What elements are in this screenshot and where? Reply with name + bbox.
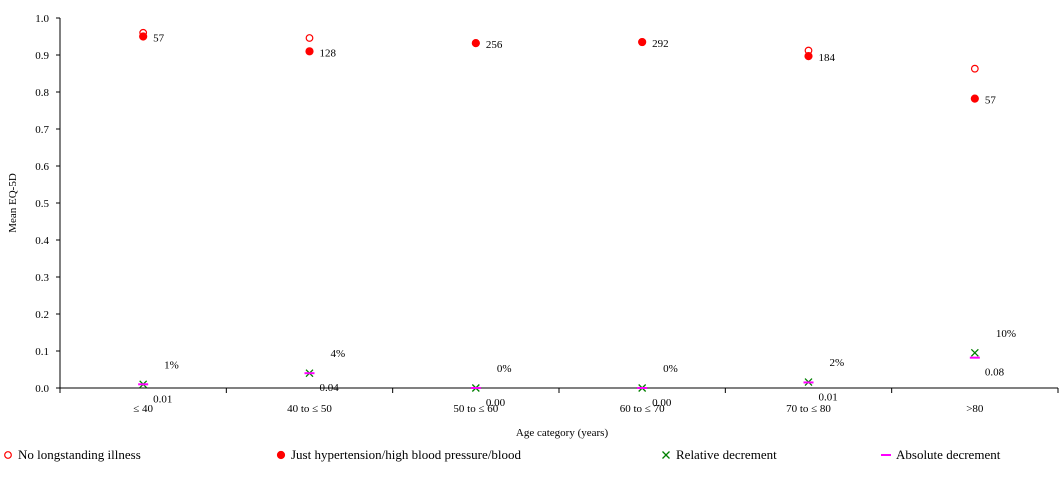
y-tick-label: 0.2 <box>35 309 49 321</box>
x-tick-label: 60 to ≤ 70 <box>620 403 665 415</box>
x-tick-label: >80 <box>966 403 984 415</box>
legend-label: Relative decrement <box>676 447 777 462</box>
data-label: 0% <box>497 363 512 375</box>
legend-item: Relative decrement <box>662 447 777 462</box>
legend-label: No longstanding illness <box>18 447 141 462</box>
data-label: 184 <box>819 52 836 64</box>
legend-item: Absolute decrement <box>881 447 1001 462</box>
data-label: 4% <box>331 348 346 360</box>
series-2 <box>139 348 979 392</box>
data-point <box>804 52 813 61</box>
y-tick-label: 1.0 <box>35 13 49 25</box>
legend-label: Just hypertension/high blood pressure/bl… <box>291 447 522 462</box>
data-label: 128 <box>320 47 337 59</box>
y-tick-label: 0.5 <box>35 198 49 210</box>
plot-area: 57 128 256 292 184 57 1% 4% 0% 0% 2% 10% 0.01 0.04 0.0… <box>138 28 1016 409</box>
y-axis: 0.0 0.1 0.2 0.3 0.4 0.5 0.6 0.7 0.8 0.9 1.0 <box>35 13 61 395</box>
data-label: 57 <box>153 33 165 45</box>
y-tick-label: 0.6 <box>35 161 49 173</box>
data-point <box>970 64 979 73</box>
data-point <box>970 94 979 103</box>
data-label: 0.00 <box>486 397 506 409</box>
data-label: 0.04 <box>320 382 340 394</box>
x-axis: ≤ 40 40 to ≤ 50 50 to ≤ 60 60 to ≤ 70 70 to … <box>59 387 1059 415</box>
data-label: 0% <box>663 363 678 375</box>
x-tick-label: 70 to ≤ 80 <box>786 403 831 415</box>
legend-marker <box>276 450 286 460</box>
y-tick-label: 0.7 <box>35 124 49 136</box>
legend-item: No longstanding illness <box>4 447 141 462</box>
data-label: 2% <box>830 357 845 369</box>
legend-marker <box>662 451 670 459</box>
data-label: 0.08 <box>985 367 1005 379</box>
data-point <box>139 32 148 41</box>
data-point <box>471 39 480 48</box>
data-point <box>970 348 979 357</box>
y-tick-label: 0.3 <box>35 272 49 284</box>
data-label: 1% <box>164 359 179 371</box>
series-0 <box>139 28 979 73</box>
series-3 <box>138 356 980 389</box>
x-tick-label: ≤ 40 <box>133 403 153 415</box>
y-tick-label: 0.8 <box>35 87 49 99</box>
x-tick-label: 50 to ≤ 60 <box>453 403 498 415</box>
data-label: 0.01 <box>819 391 838 403</box>
data-point <box>305 47 314 56</box>
series-1 <box>139 32 979 103</box>
y-tick-label: 0.0 <box>35 383 49 395</box>
data-label: 0.00 <box>652 397 672 409</box>
data-label: 292 <box>652 38 669 50</box>
data-point <box>638 37 647 47</box>
x-axis-title: Age category (years) <box>516 427 609 439</box>
legend-marker <box>4 451 12 459</box>
y-tick-label: 0.4 <box>35 235 49 247</box>
y-tick-label: 0.9 <box>35 50 49 62</box>
data-label: 57 <box>985 95 997 107</box>
y-tick-label: 0.1 <box>35 346 49 358</box>
legend: No longstanding illness Just hypertension… <box>4 447 1001 462</box>
legend-item: Just hypertension/high blood pressure/bl… <box>276 447 522 462</box>
data-point <box>305 34 314 42</box>
data-label: 256 <box>486 39 503 51</box>
y-axis-title: Mean EQ-5D <box>7 173 19 233</box>
legend-label: Absolute decrement <box>896 447 1001 462</box>
x-tick-label: 40 to ≤ 50 <box>287 403 332 415</box>
data-label: 0.01 <box>153 393 172 405</box>
data-label: 10% <box>996 328 1016 340</box>
